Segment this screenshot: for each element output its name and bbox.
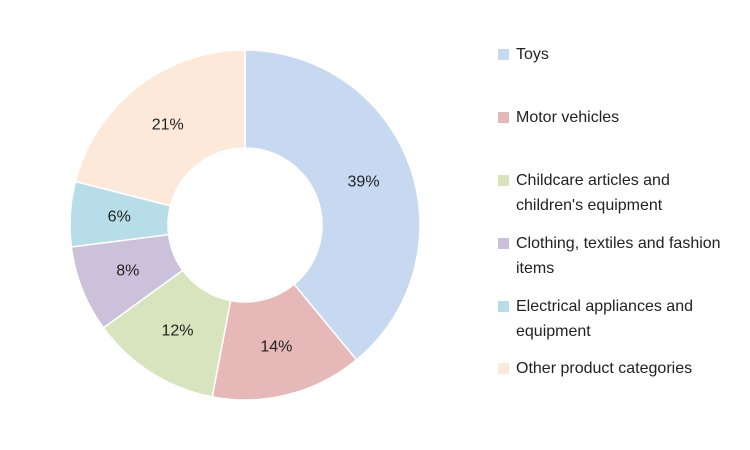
data-label: 21% <box>152 117 184 134</box>
legend-swatch <box>498 301 509 312</box>
legend-swatch <box>498 175 509 186</box>
legend-label: Childcare articles and children's equipm… <box>516 172 670 214</box>
legend-label: Motor vehicles <box>516 109 620 126</box>
legend-item: Electrical appliances and equipment <box>498 294 734 344</box>
legend-item: Childcare articles and children's equipm… <box>498 168 734 218</box>
legend-item: Motor vehicles <box>498 105 734 130</box>
legend-label: Toys <box>516 46 549 63</box>
slice <box>244 49 421 361</box>
legend-swatch <box>498 238 509 249</box>
data-label: 14% <box>260 338 292 355</box>
legend-swatch <box>498 49 509 60</box>
legend-label: Electrical appliances and equipment <box>516 298 693 340</box>
legend-swatch <box>498 112 509 123</box>
data-label: 8% <box>116 263 139 280</box>
data-label: 12% <box>161 323 193 340</box>
legend-item: Other product categories <box>498 356 734 381</box>
legend-label: Other product categories <box>516 360 693 377</box>
slice <box>74 49 246 207</box>
legend-swatch <box>498 363 509 374</box>
legend-item: Clothing, textiles and fashion items <box>498 231 734 281</box>
legend-item: Toys <box>498 42 734 67</box>
data-label: 6% <box>108 208 131 225</box>
legend-label: Clothing, textiles and fashion items <box>516 235 721 277</box>
data-label: 39% <box>348 174 380 191</box>
